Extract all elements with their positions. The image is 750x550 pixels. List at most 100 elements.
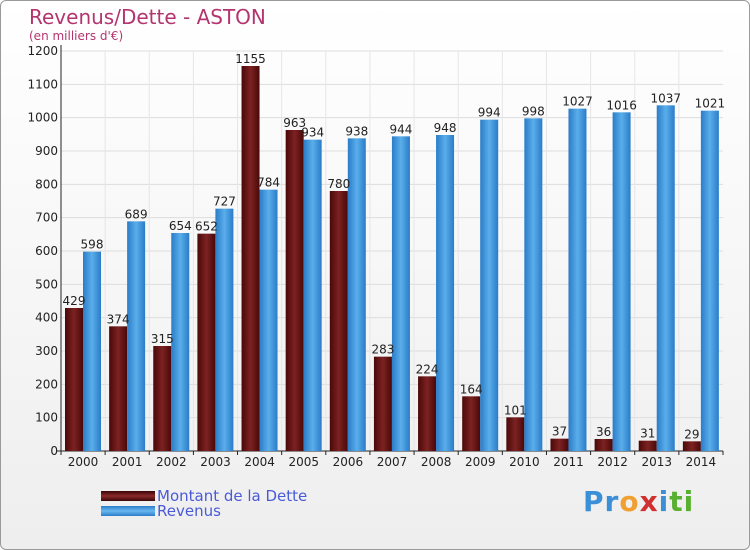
y-tick-label: 1100	[27, 77, 58, 91]
y-tick-label: 0	[50, 444, 58, 458]
bar-dette	[153, 346, 172, 451]
x-tick-label: 2010	[509, 455, 540, 469]
data-label-dette: 283	[371, 343, 394, 357]
legend-swatch-debt	[101, 491, 155, 501]
bar-dette	[241, 66, 260, 451]
data-label-dette: 164	[460, 382, 483, 396]
chart-title: Revenus/Dette - ASTON	[29, 5, 266, 29]
y-tick-label: 700	[35, 211, 58, 225]
bar-dette	[109, 326, 128, 451]
x-tick-label: 2007	[377, 455, 408, 469]
bar-dette	[285, 130, 304, 451]
data-label-revenus: 948	[434, 121, 457, 135]
data-label-revenus: 598	[81, 238, 104, 252]
x-tick-label: 2002	[156, 455, 187, 469]
data-label-dette: 31	[640, 427, 655, 441]
legend-label-revenus: Revenus	[157, 502, 221, 520]
x-tick-label: 2013	[642, 455, 673, 469]
data-label-dette: 429	[63, 294, 86, 308]
x-tick-label: 2012	[597, 455, 628, 469]
x-tick-label: 2009	[465, 455, 496, 469]
bar-revenus	[83, 251, 101, 451]
data-label-revenus: 784	[257, 176, 280, 190]
x-tick-label: 2001	[112, 455, 143, 469]
bar-revenus	[612, 112, 631, 451]
x-tick-label: 2004	[244, 455, 275, 469]
x-tick-label: 2000	[68, 455, 99, 469]
y-tick-label: 800	[35, 177, 58, 191]
data-label-revenus: 1037	[650, 91, 681, 105]
bar-revenus	[480, 119, 499, 452]
bar-revenus	[347, 138, 366, 452]
bar-dette	[594, 439, 613, 451]
data-label-dette: 101	[504, 403, 527, 417]
data-label-dette: 652	[195, 220, 218, 234]
data-label-revenus: 1021	[695, 97, 726, 111]
data-label-dette: 1155	[235, 52, 266, 66]
data-label-revenus: 1027	[562, 95, 593, 109]
bar-dette	[65, 308, 83, 451]
bar-revenus	[700, 110, 719, 452]
chart-subtitle: (en milliers d'€)	[29, 29, 124, 43]
y-tick-label: 300	[35, 344, 58, 358]
data-label-dette: 374	[107, 312, 130, 326]
bar-dette	[638, 440, 657, 451]
bar-revenus	[259, 189, 278, 451]
data-label-revenus: 934	[301, 126, 324, 140]
data-label-revenus: 654	[169, 219, 192, 233]
x-tick-label: 2005	[288, 455, 319, 469]
proxiti-logo: Proxiti	[583, 485, 695, 518]
y-tick-label: 1000	[27, 111, 58, 125]
y-tick-label: 1200	[27, 44, 58, 58]
bar-dette	[329, 191, 348, 451]
bar-dette	[682, 441, 701, 451]
legend-label-debt: Montant de la Dette	[157, 487, 308, 505]
data-label-dette: 36	[596, 425, 611, 439]
bar-revenus	[391, 136, 410, 452]
bar-dette	[418, 376, 437, 451]
y-tick-label: 200	[35, 377, 58, 391]
x-tick-label: 2008	[421, 455, 452, 469]
x-tick-label: 2003	[200, 455, 231, 469]
data-label-dette: 29	[684, 427, 699, 441]
x-tick-label: 2011	[553, 455, 584, 469]
bar-revenus	[524, 118, 543, 451]
bar-dette	[550, 438, 569, 451]
bar-dette	[462, 396, 481, 451]
bar-revenus	[656, 105, 675, 451]
axis-layer: 0 100 200 300 400 500 600 700 800 900 1000 1100 1200…	[27, 44, 724, 469]
x-tick-label: 2014	[686, 455, 717, 469]
bar-revenus	[171, 233, 190, 451]
x-tick-label: 2006	[333, 455, 364, 469]
bar-dette	[197, 233, 216, 451]
bar-revenus	[568, 108, 587, 452]
y-tick-label: 100	[35, 411, 58, 425]
bar-revenus	[303, 139, 322, 451]
y-tick-label: 600	[35, 244, 58, 258]
data-label-revenus: 944	[389, 122, 412, 136]
y-tick-label: 900	[35, 144, 58, 158]
bar-revenus	[215, 208, 234, 451]
bar-layer	[65, 66, 719, 452]
data-label-dette: 780	[327, 177, 350, 191]
data-label-revenus: 689	[125, 207, 148, 221]
data-label-dette: 37	[552, 425, 567, 439]
data-label-dette: 963	[283, 116, 306, 130]
bar-revenus	[127, 221, 146, 451]
bar-dette	[506, 417, 525, 451]
data-label-revenus: 1016	[606, 98, 637, 112]
y-tick-label: 400	[35, 311, 58, 325]
legend-swatch-revenus	[101, 506, 155, 516]
data-label-dette: 315	[151, 332, 174, 346]
data-label-revenus: 998	[522, 104, 545, 118]
data-label-revenus: 938	[345, 124, 368, 138]
data-label-dette: 224	[416, 362, 439, 376]
y-tick-label: 500	[35, 277, 58, 291]
bar-revenus	[436, 135, 455, 451]
data-label-revenus: 994	[478, 106, 501, 120]
data-label-revenus: 727	[213, 195, 236, 209]
bar-dette	[373, 356, 392, 451]
